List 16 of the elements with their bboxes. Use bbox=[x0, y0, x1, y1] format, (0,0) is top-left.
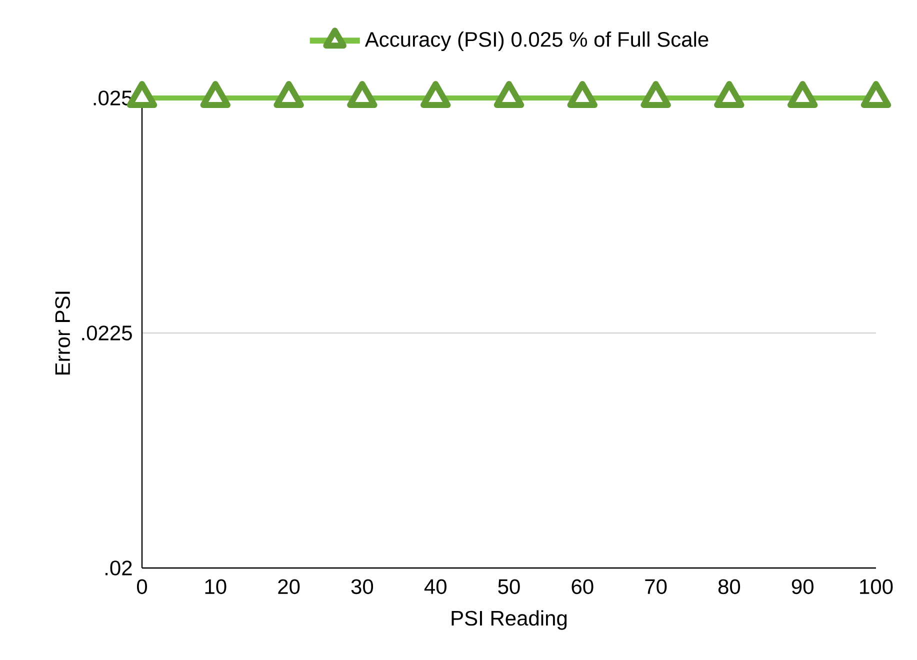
y-tick-label: .0225 bbox=[82, 326, 132, 340]
x-axis-title: PSI Reading bbox=[452, 610, 567, 630]
x-tick-label: 80 bbox=[718, 579, 740, 594]
x-tick-label: 0 bbox=[136, 579, 148, 594]
x-tick-label: 40 bbox=[424, 579, 446, 594]
x-tick-label: 20 bbox=[278, 579, 300, 594]
x-tick-label: 10 bbox=[205, 579, 226, 594]
x-tick-label: 30 bbox=[351, 579, 374, 594]
legend-label: Accuracy (PSI) 0.025 % of Full Scale bbox=[364, 31, 708, 52]
x-tick-label: 90 bbox=[792, 579, 814, 594]
y-tick-label: .02 bbox=[106, 560, 132, 576]
x-tick-label: 50 bbox=[498, 579, 520, 594]
x-tick-label: 70 bbox=[645, 579, 667, 594]
x-tick-label: 60 bbox=[572, 579, 594, 594]
x-tick-label: 100 bbox=[860, 579, 893, 594]
y-axis-title: Error PSI bbox=[55, 292, 70, 374]
